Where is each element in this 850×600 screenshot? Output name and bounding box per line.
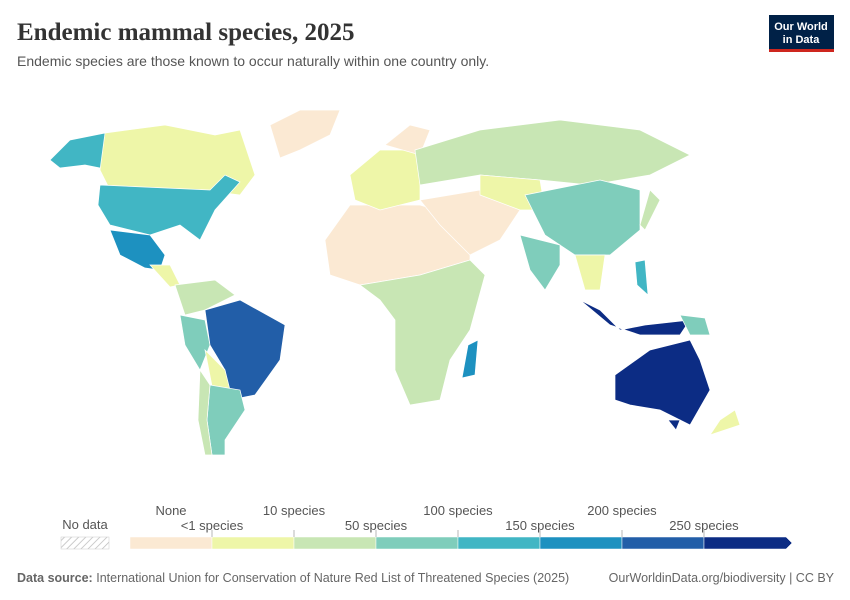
country[interactable] xyxy=(206,384,246,456)
legend-label: 250 species xyxy=(669,518,739,533)
country[interactable] xyxy=(414,119,691,186)
country[interactable] xyxy=(579,299,691,336)
logo-text: Our World xyxy=(774,21,828,33)
logo-box xyxy=(769,15,834,51)
country[interactable] xyxy=(97,174,241,241)
legend-swatch xyxy=(703,536,793,550)
country[interactable] xyxy=(519,234,561,291)
country[interactable] xyxy=(109,229,166,271)
no-data-swatch xyxy=(60,536,110,550)
legend-label: 100 species xyxy=(423,503,493,518)
country[interactable] xyxy=(524,179,641,256)
country[interactable] xyxy=(639,189,661,231)
legend-swatch xyxy=(129,536,213,550)
legend-swatch xyxy=(621,536,705,550)
legend: No data None<1 species 10 species 50 speci… xyxy=(60,503,793,550)
source-label: Data source: xyxy=(17,571,93,585)
legend-swatch xyxy=(293,536,377,550)
country[interactable] xyxy=(461,339,479,379)
legend-swatch xyxy=(539,536,623,550)
country[interactable] xyxy=(667,419,681,431)
country[interactable] xyxy=(679,314,711,336)
country[interactable] xyxy=(269,109,341,159)
legend-swatch xyxy=(375,536,459,550)
country[interactable] xyxy=(349,149,421,211)
footer-link[interactable]: OurWorldinData.org/biodiversity | CC BY xyxy=(609,571,835,585)
legend-swatch xyxy=(457,536,541,550)
logo-bar xyxy=(769,49,834,52)
legend-label: No data xyxy=(62,517,108,532)
legend-label: None xyxy=(155,503,186,518)
legend-swatch xyxy=(211,536,295,550)
title: Endemic mammal species, 2025 xyxy=(17,19,354,46)
legend-label: 10 species xyxy=(263,503,326,518)
legend-label: 200 species xyxy=(587,503,657,518)
country[interactable] xyxy=(359,259,486,406)
country[interactable] xyxy=(149,264,181,288)
country[interactable] xyxy=(709,409,741,436)
country[interactable] xyxy=(174,279,236,316)
legend-label: 150 species xyxy=(505,518,575,533)
legend-label: <1 species xyxy=(181,518,244,533)
country[interactable] xyxy=(99,124,256,196)
country[interactable] xyxy=(574,254,606,291)
country[interactable] xyxy=(197,368,213,456)
country[interactable] xyxy=(204,299,286,401)
logo-text: in Data xyxy=(783,34,821,46)
country[interactable] xyxy=(179,314,211,371)
world-map xyxy=(49,109,741,456)
country[interactable] xyxy=(634,259,649,296)
legend-label: 50 species xyxy=(345,518,408,533)
source-text: International Union for Conservation of … xyxy=(96,571,569,585)
country[interactable] xyxy=(384,124,431,156)
country[interactable] xyxy=(614,339,711,426)
source: Data source: International Union for Con… xyxy=(17,571,569,585)
logo[interactable]: Our World in Data xyxy=(769,15,834,52)
subtitle: Endemic species are those known to occur… xyxy=(17,53,489,69)
